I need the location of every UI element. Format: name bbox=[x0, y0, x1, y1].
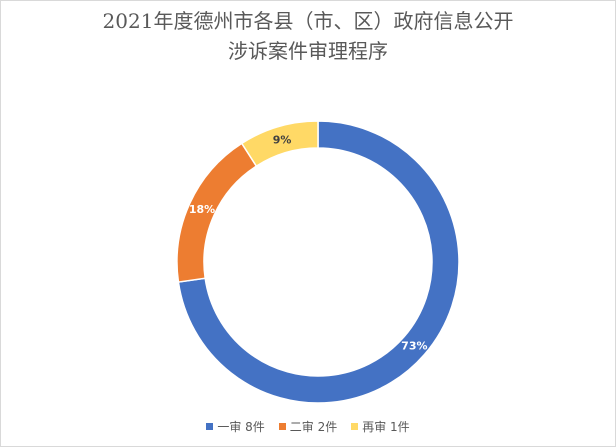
donut-slices bbox=[176, 120, 460, 404]
legend-swatch bbox=[278, 423, 286, 430]
donut-labels: 73% 18% 9% bbox=[189, 134, 428, 353]
label-second-instance-pct: 18% bbox=[189, 203, 215, 216]
legend-label: 二审 2件 bbox=[289, 420, 338, 434]
legend-swatch bbox=[351, 423, 359, 430]
chart-title-line-2: 涉诉案件审理程序 bbox=[228, 39, 388, 63]
legend-item-second-instance: 二审 2件 bbox=[278, 418, 338, 435]
label-first-instance-pct: 73% bbox=[401, 339, 427, 352]
slice-first-instance bbox=[177, 120, 460, 404]
label-retrial-pct: 9% bbox=[273, 134, 292, 147]
chart-title-line-1: 2021年度德州市各县（市、区）政府信息公开 bbox=[102, 9, 514, 33]
slice-retrial bbox=[240, 120, 319, 168]
legend-item-first-instance: 一审 8件 bbox=[206, 418, 265, 435]
legend-swatch bbox=[206, 423, 214, 430]
legend-label: 一审 8件 bbox=[217, 420, 265, 434]
legend-item-retrial: 再审 1件 bbox=[351, 418, 410, 435]
chart-legend: 一审 8件 二审 2件 再审 1件 bbox=[0, 418, 616, 435]
chart-title: 2021年度德州市各县（市、区）政府信息公开 涉诉案件审理程序 bbox=[0, 6, 616, 66]
legend-label: 再审 1件 bbox=[362, 420, 410, 434]
